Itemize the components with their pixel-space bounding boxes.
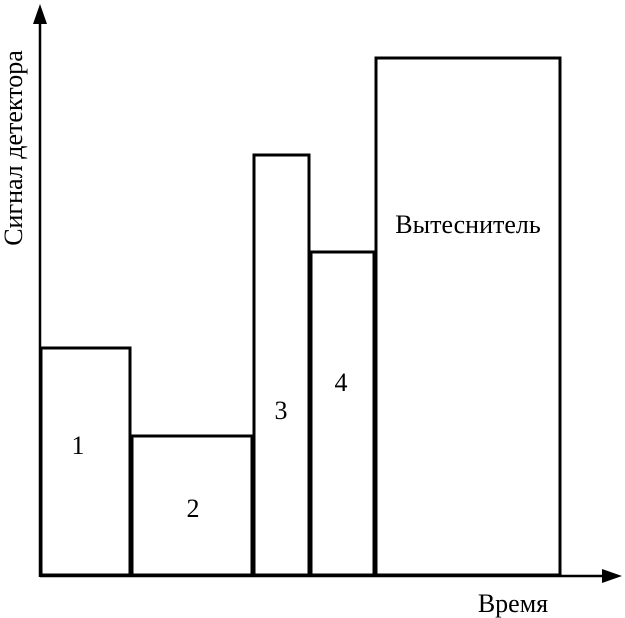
zone-label: 3 (275, 396, 288, 425)
zone-label: 2 (187, 494, 200, 523)
zone-2 (130, 434, 254, 577)
zone-label: 4 (335, 368, 348, 397)
y-axis-arrow (33, 4, 47, 24)
zone-label: 1 (72, 431, 85, 460)
y-axis-label: Сигнал детектора (0, 50, 28, 246)
zone-displacer (374, 56, 562, 577)
zone-3 (252, 153, 311, 577)
zone-1 (39, 346, 132, 577)
zone-4 (309, 250, 376, 577)
zone-label: Вытеснитель (395, 210, 541, 239)
x-axis-label: Время (478, 589, 548, 618)
x-axis-arrow (602, 569, 622, 583)
